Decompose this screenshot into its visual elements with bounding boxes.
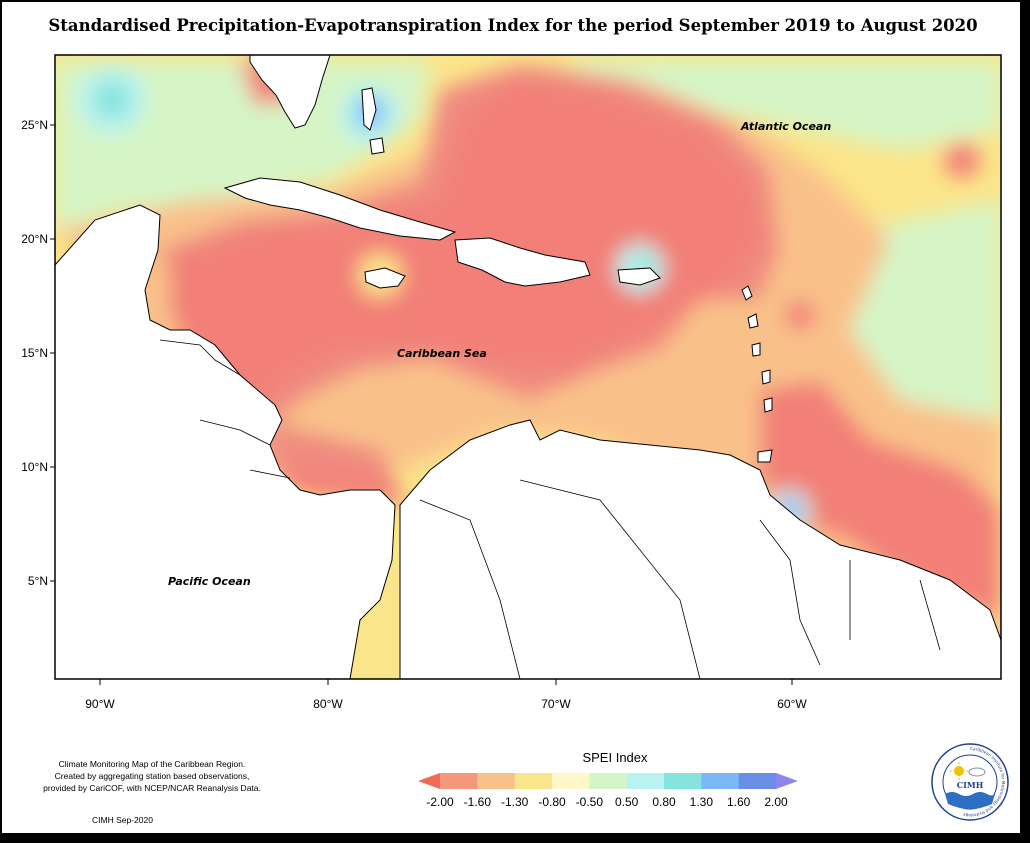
cimh-logo: CIMH Caribbean Institute for Meteorology… bbox=[931, 743, 1009, 821]
caribbean-sea-label: Caribbean Sea bbox=[397, 347, 487, 360]
sun-icon bbox=[954, 766, 964, 776]
legend-value-label: 0.50 bbox=[614, 795, 639, 809]
legend-swatch bbox=[440, 773, 478, 789]
legend-swatch bbox=[589, 773, 628, 789]
legend-value-label: -0.80 bbox=[538, 795, 566, 809]
lon-tick-label: 90°W bbox=[85, 697, 115, 711]
legend-swatch bbox=[626, 773, 665, 789]
legend-swatch bbox=[514, 773, 553, 789]
lat-tick-label: 5°N bbox=[28, 574, 48, 588]
footnote-line: Climate Monitoring Map of the Caribbean … bbox=[58, 759, 246, 769]
lat-tick-label: 15°N bbox=[21, 346, 48, 360]
legend-swatch bbox=[701, 773, 740, 789]
legend-swatch bbox=[664, 773, 702, 789]
legend-value-label: -1.60 bbox=[463, 795, 492, 809]
map-footnote: Climate Monitoring Map of the Caribbean … bbox=[22, 758, 282, 794]
legend-arrow-high bbox=[776, 773, 798, 789]
lon-tick-label: 60°W bbox=[777, 697, 807, 711]
legend-labels: -2.00 -1.60 -1.30 -0.80 -0.50 0.50 0.80 1.30 1.6… bbox=[418, 795, 798, 811]
lat-tick-label: 10°N bbox=[21, 460, 48, 474]
pacific-ocean-label: Pacific Ocean bbox=[168, 575, 251, 588]
spei-field bbox=[55, 55, 1001, 679]
legend-value-label: -0.50 bbox=[575, 795, 604, 809]
lon-tick-label: 80°W bbox=[313, 697, 343, 711]
cloud-icon bbox=[968, 767, 986, 777]
legend-arrow-low bbox=[418, 773, 440, 789]
legend-swatch bbox=[477, 773, 516, 789]
legend-title: SPEI Index bbox=[582, 750, 648, 765]
legend-value-label: 0.80 bbox=[652, 795, 676, 809]
country-borders bbox=[159, 339, 941, 679]
footnote-line: provided by CariCOF, with NCEP/NCAR Rean… bbox=[43, 783, 261, 793]
wave-icon bbox=[945, 792, 995, 809]
logo-text: CIMH bbox=[957, 780, 984, 790]
legend-swatch bbox=[552, 773, 590, 789]
legend-value-label: 1.30 bbox=[689, 795, 714, 809]
landmasses bbox=[55, 55, 1001, 679]
atlantic-ocean-label: Atlantic Ocean bbox=[740, 120, 831, 133]
legend-value-label: -1.30 bbox=[500, 795, 529, 809]
latitude-axis: 25°N 20°N 15°N 10°N 5°N bbox=[21, 118, 55, 588]
lat-tick-label: 20°N bbox=[21, 232, 48, 246]
lat-tick-label: 25°N bbox=[21, 118, 48, 132]
legend-value-label: -2.00 bbox=[426, 795, 454, 809]
legend-value-label: 1.60 bbox=[726, 795, 751, 809]
legend-colorbar bbox=[418, 773, 798, 789]
legend-value-label: 2.00 bbox=[764, 795, 788, 809]
legend-swatch bbox=[738, 773, 777, 789]
page-title: Standardised Precipitation-Evapotranspir… bbox=[48, 16, 978, 35]
lon-tick-label: 70°W bbox=[541, 697, 571, 711]
longitude-axis: 90°W 80°W 70°W 60°W bbox=[85, 679, 807, 711]
footnote-line: Created by aggregating station based obs… bbox=[54, 771, 250, 781]
map-credit: CIMH Sep-2020 bbox=[92, 815, 153, 825]
